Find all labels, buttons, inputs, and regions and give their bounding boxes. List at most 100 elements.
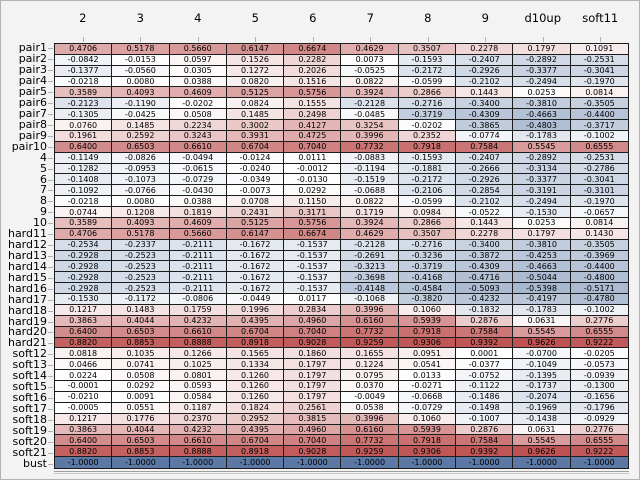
heatmap-cell: 0.1797 [513,228,571,240]
heatmap-cell: 0.2498 [284,109,342,121]
heatmap-cell: 0.0801 [169,370,227,382]
heatmap-cell: 0.7584 [456,326,514,338]
row-tick [48,157,53,159]
heatmap-cell: -0.3377 [513,65,571,77]
heatmap-cell: -0.2691 [341,250,399,262]
row-label-pair1: pair1 [18,41,47,55]
heatmap-cell: 0.0292 [112,381,170,392]
heatmap-cell: 0.1025 [169,359,227,371]
heatmap-cell: -0.1737 [513,381,571,392]
heatmap-cell: -0.0615 [169,163,227,175]
heatmap-cell: 0.0388 [169,76,227,88]
heatmap-cell: -0.4584 [398,283,457,295]
row-tick [48,245,53,247]
row-tick [48,365,53,367]
heatmap-cell: 0.1224 [341,359,399,371]
heatmap-cell: -0.2523 [112,283,170,295]
heatmap-cell: -0.1377 [55,65,113,77]
row-tick [48,124,53,126]
heatmap-cell: -0.2523 [112,250,170,262]
heatmap-cell: -0.1537 [284,283,342,295]
heatmap-cell: -0.2494 [513,76,571,88]
heatmap-cell: 0.7732 [341,141,399,153]
heatmap-cell: -0.0729 [398,402,457,414]
row-tick [48,168,53,170]
heatmap-cell: 0.6555 [570,141,628,153]
heatmap-cell: 0.0814 [570,87,628,99]
column-header-2: 2 [79,11,87,25]
heatmap-cell: 0.8918 [226,337,285,349]
heatmap-cell: 0.1526 [226,54,285,66]
heatmap-cell: 0.1797 [284,381,342,392]
heatmap-cell: -0.1305 [55,109,113,121]
heatmap-cell: 0.3507 [398,228,457,240]
heatmap-cell: 0.0388 [169,196,227,208]
row-label-soft18: soft18 [12,412,47,426]
heatmap-cell: 0.0080 [112,76,170,88]
heatmap-cell: -0.2531 [570,54,628,66]
heatmap-cell: -0.1172 [112,294,170,305]
heatmap-cell: -0.0657 [570,207,628,218]
heatmap-cell: 0.2352 [398,130,457,142]
heatmap-cell: 0.2952 [226,413,285,425]
heatmap-cell: -0.1092 [55,185,113,197]
row-tick [48,114,53,115]
heatmap-cell: -0.4663 [513,109,571,121]
heatmap-cell: -0.0688 [341,185,399,197]
heatmap-cell: -0.3810 [513,239,571,251]
heatmap-cell: 0.2592 [112,130,170,142]
heatmap-cell: 0.1260 [226,381,285,392]
heatmap-cell: 0.1961 [55,130,113,142]
heatmap-cell: -0.3872 [456,250,514,262]
heatmap-cell: -0.4148 [341,283,399,295]
heatmap-cell: -0.0240 [226,163,285,175]
heatmap-cell: 0.3863 [55,424,113,436]
heatmap-cell: 0.1443 [456,217,514,229]
heatmap-cell: 0.1217 [55,304,113,316]
heatmap-cell: -0.0485 [341,109,399,121]
heatmap-cell: 0.5939 [398,315,457,327]
heatmap-cell: 0.6503 [112,435,170,447]
heatmap-cell: -0.4253 [513,250,571,262]
heatmap-cell: -0.2716 [398,98,457,110]
heatmap-cell: -0.2128 [341,239,399,251]
heatmap-cell: 0.1655 [341,348,399,360]
row-label-pair2: pair2 [18,52,47,66]
heatmap-cell: -0.2106 [398,185,457,197]
heatmap-cell: 0.0822 [341,76,399,88]
heatmap-cell: 0.6400 [55,326,113,338]
heatmap-cell: 0.6400 [55,141,113,153]
heatmap-cell: -0.1783 [513,304,571,316]
row-tick [48,299,53,301]
heatmap-cell: -0.1672 [226,261,285,273]
heatmap-cell: -0.0430 [169,185,227,197]
heatmap-cell: 0.3815 [284,413,342,425]
heatmap-cell: 0.6674 [284,228,342,240]
heatmap-cell: -0.0826 [112,152,170,164]
heatmap-cell: -0.1656 [570,391,628,403]
column-header-8: 8 [424,11,432,25]
heatmap-cell: -0.1395 [513,370,571,382]
column-header-3: 3 [136,11,144,25]
heatmap-cell: 0.3243 [169,130,227,142]
heatmap-cell: 0.6160 [341,315,399,327]
heatmap-cell: -0.4400 [570,261,628,273]
heatmap-cell: 0.1060 [398,413,457,425]
heatmap-cell: 0.2278 [456,44,514,55]
row-label-pair9: pair9 [18,128,47,142]
heatmap-cell: -0.2786 [570,163,628,175]
heatmap-cell: 0.0253 [513,217,571,229]
heatmap-cell: -1.0000 [55,457,113,468]
heatmap-cell: 0.1091 [570,44,628,55]
column-tick [255,37,257,42]
row-label-hard16: hard16 [7,281,47,295]
heatmap-cell: -0.2534 [55,239,113,251]
column-header-7: 7 [366,11,374,25]
heatmap-cell: -0.2123 [55,98,113,110]
heatmap-cell: 0.2866 [398,87,457,99]
heatmap-cell: -0.2111 [169,250,227,262]
heatmap-cell: -0.2407 [456,152,514,164]
heatmap-cell: 0.1430 [570,228,628,240]
heatmap-cell: 0.5756 [284,217,342,229]
